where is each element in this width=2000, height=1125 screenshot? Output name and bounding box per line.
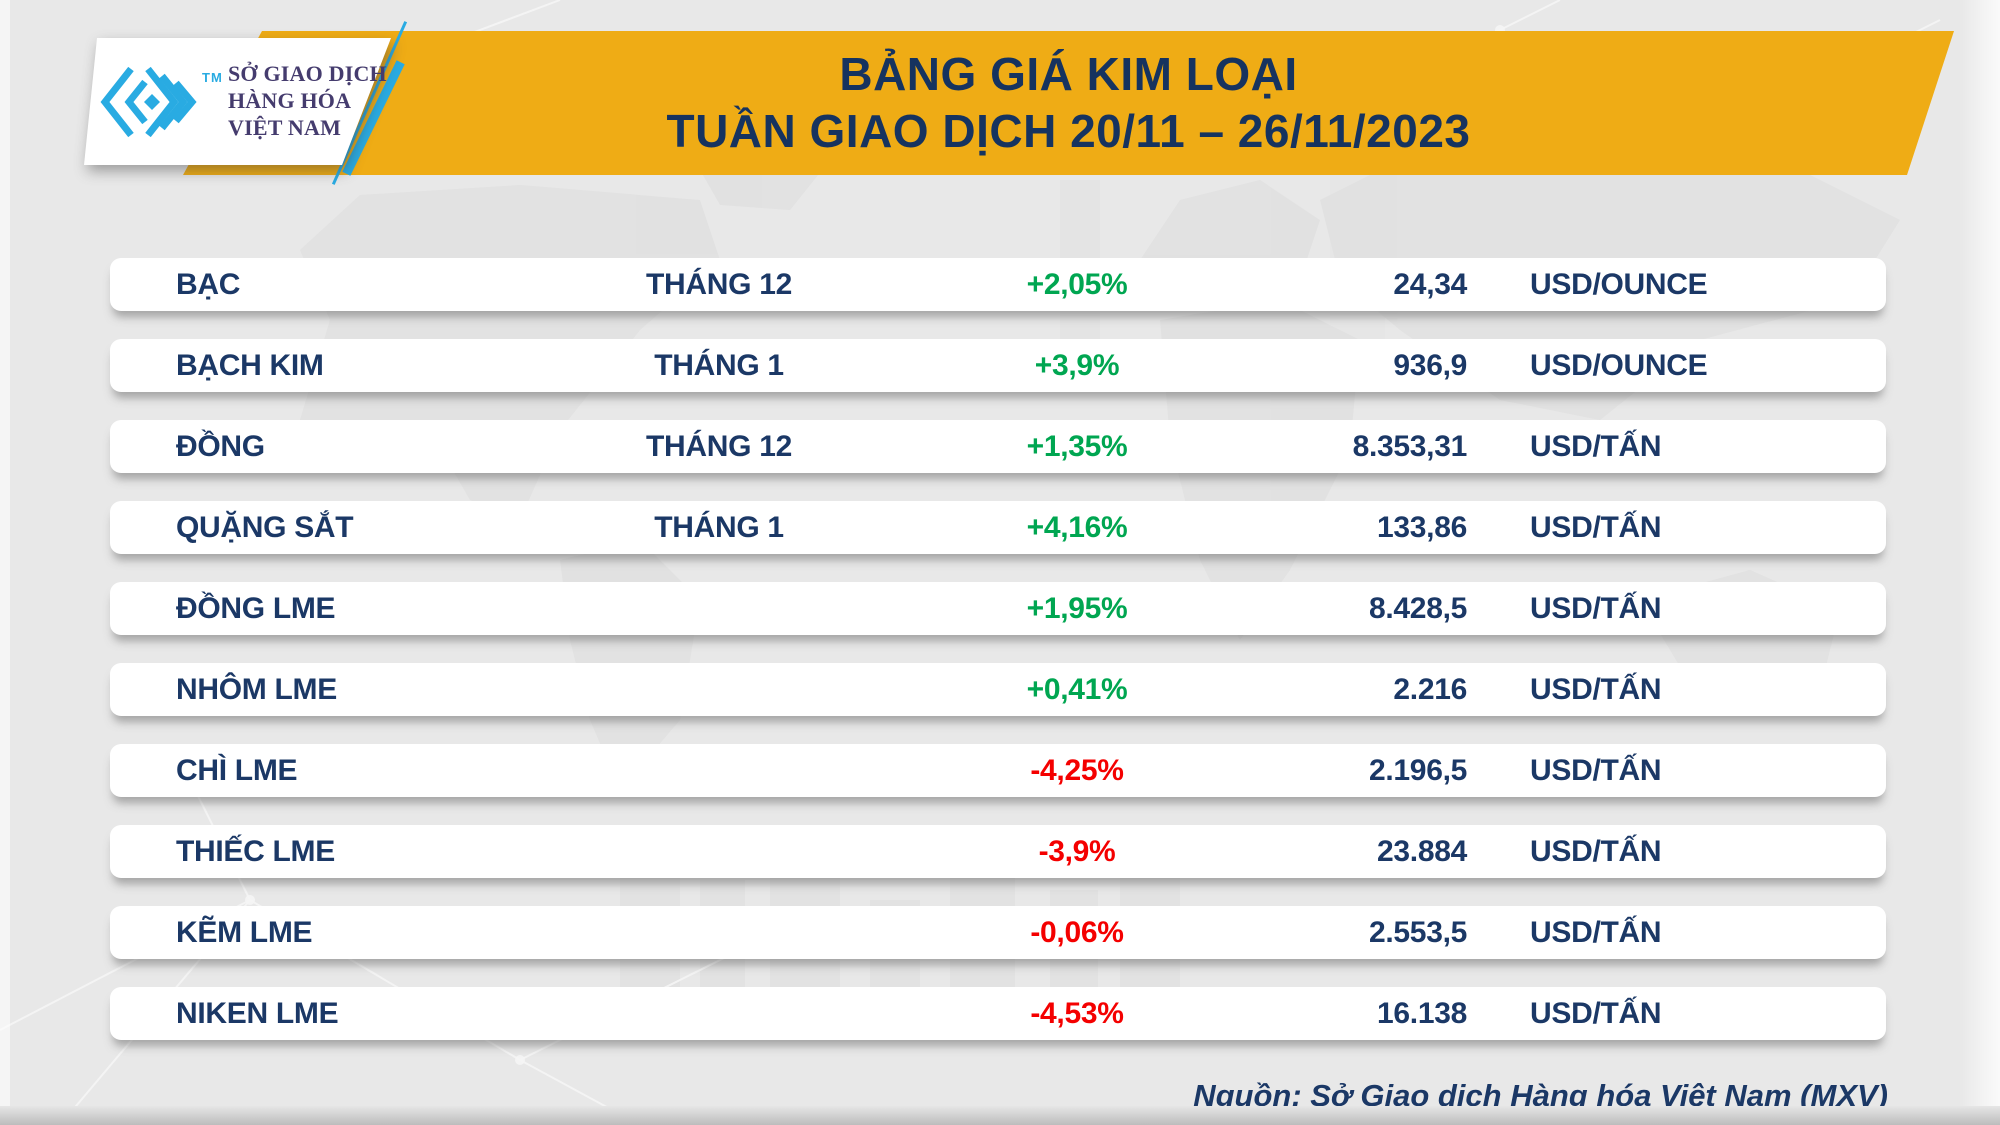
price-table: BẠC THÁNG 12 +2,05% 24,34 USD/OUNCE BẠCH… (110, 258, 1886, 1040)
table-row: CHÌ LME -4,25% 2.196,5 USD/TẤN (110, 744, 1886, 797)
commodity-name: BẠCH KIM (176, 348, 324, 382)
bottom-edge-shadow (0, 1106, 2000, 1125)
title-banner: BẢNG GIÁ KIM LOẠI TUẦN GIAO DỊCH 20/11 –… (183, 31, 1954, 175)
commodity-name: CHÌ LME (176, 753, 298, 787)
commodity-name: ĐỒNG (176, 429, 265, 463)
price-unit: USD/TẤN (1530, 996, 1662, 1030)
contract-month: THÁNG 1 (654, 510, 784, 544)
weekly-change: +1,35% (1026, 429, 1128, 463)
price-value: 936,9 (1393, 348, 1467, 382)
commodity-name: QUẶNG SẮT (176, 510, 354, 544)
table-row: QUẶNG SẮT THÁNG 1 +4,16% 133,86 USD/TẤN (110, 501, 1886, 554)
contract-month: THÁNG 1 (654, 348, 784, 382)
weekly-change: +2,05% (1026, 267, 1128, 301)
price-value: 24,34 (1393, 267, 1467, 301)
weekly-change: -3,9% (1038, 834, 1116, 868)
weekly-change: +0,41% (1026, 672, 1128, 706)
price-value: 16.138 (1377, 996, 1467, 1030)
logo-org-line1: SỞ GIAO DỊCH (228, 61, 387, 86)
mxv-chevron-logo-icon (100, 66, 197, 138)
commodity-name: THIẾC LME (176, 834, 335, 868)
contract-month: THÁNG 12 (646, 267, 792, 301)
weekly-change: -0,06% (1030, 915, 1124, 949)
main-title: BẢNG GIÁ KIM LOẠI (839, 48, 1298, 100)
commodity-name: KẼM LME (176, 915, 313, 949)
trademark-symbol: TM (202, 70, 223, 85)
right-edge-highlight (1958, 0, 2000, 1125)
table-row: THIẾC LME -3,9% 23.884 USD/TẤN (110, 825, 1886, 878)
table-row: ĐỒNG THÁNG 12 +1,35% 8.353,31 USD/TẤN (110, 420, 1886, 473)
table-row: ĐỒNG LME +1,95% 8.428,5 USD/TẤN (110, 582, 1886, 635)
contract-month: THÁNG 12 (646, 429, 792, 463)
logo-org-line2: HÀNG HÓA (228, 88, 352, 113)
price-value: 2.553,5 (1369, 915, 1467, 949)
table-row: BẠCH KIM THÁNG 1 +3,9% 936,9 USD/OUNCE (110, 339, 1886, 392)
logo-org-line3: VIỆT NAM (228, 115, 342, 140)
price-value: 2.196,5 (1369, 753, 1467, 787)
logo-org-name: SỞ GIAO DỊCH HÀNG HÓA VIỆT NAM (228, 60, 398, 141)
commodity-name: ĐỒNG LME (176, 591, 336, 625)
price-unit: USD/TẤN (1530, 915, 1662, 949)
table-row: BẠC THÁNG 12 +2,05% 24,34 USD/OUNCE (110, 258, 1886, 311)
table-row: NHÔM LME +0,41% 2.216 USD/TẤN (110, 663, 1886, 716)
price-value: 23.884 (1377, 834, 1467, 868)
price-value: 8.353,31 (1352, 429, 1468, 463)
table-row: NIKEN LME -4,53% 16.138 USD/TẤN (110, 987, 1886, 1040)
price-unit: USD/TẤN (1530, 429, 1662, 463)
price-unit: USD/TẤN (1530, 591, 1662, 625)
price-value: 133,86 (1377, 510, 1467, 544)
weekly-change: +1,95% (1026, 591, 1128, 625)
price-unit: USD/OUNCE (1530, 267, 1708, 301)
weekly-change: +3,9% (1034, 348, 1120, 382)
table-row: KẼM LME -0,06% 2.553,5 USD/TẤN (110, 906, 1886, 959)
price-unit: USD/OUNCE (1530, 348, 1708, 382)
commodity-name: BẠC (176, 267, 241, 301)
price-unit: USD/TẤN (1530, 834, 1662, 868)
price-value: 8.428,5 (1369, 591, 1467, 625)
weekly-change: +4,16% (1026, 510, 1128, 544)
logo-background (84, 38, 391, 165)
price-value: 2.216 (1393, 672, 1467, 706)
commodity-name: NIKEN LME (176, 996, 339, 1030)
price-unit: USD/TẤN (1530, 753, 1662, 787)
commodity-name: NHÔM LME (176, 672, 337, 706)
left-edge-highlight (0, 0, 10, 1125)
weekly-change: -4,25% (1030, 753, 1124, 787)
weekly-change: -4,53% (1030, 996, 1124, 1030)
price-unit: USD/TẤN (1530, 510, 1662, 544)
subtitle-trading-week: TUẦN GIAO DỊCH 20/11 – 26/11/2023 (666, 105, 1471, 157)
price-unit: USD/TẤN (1530, 672, 1662, 706)
